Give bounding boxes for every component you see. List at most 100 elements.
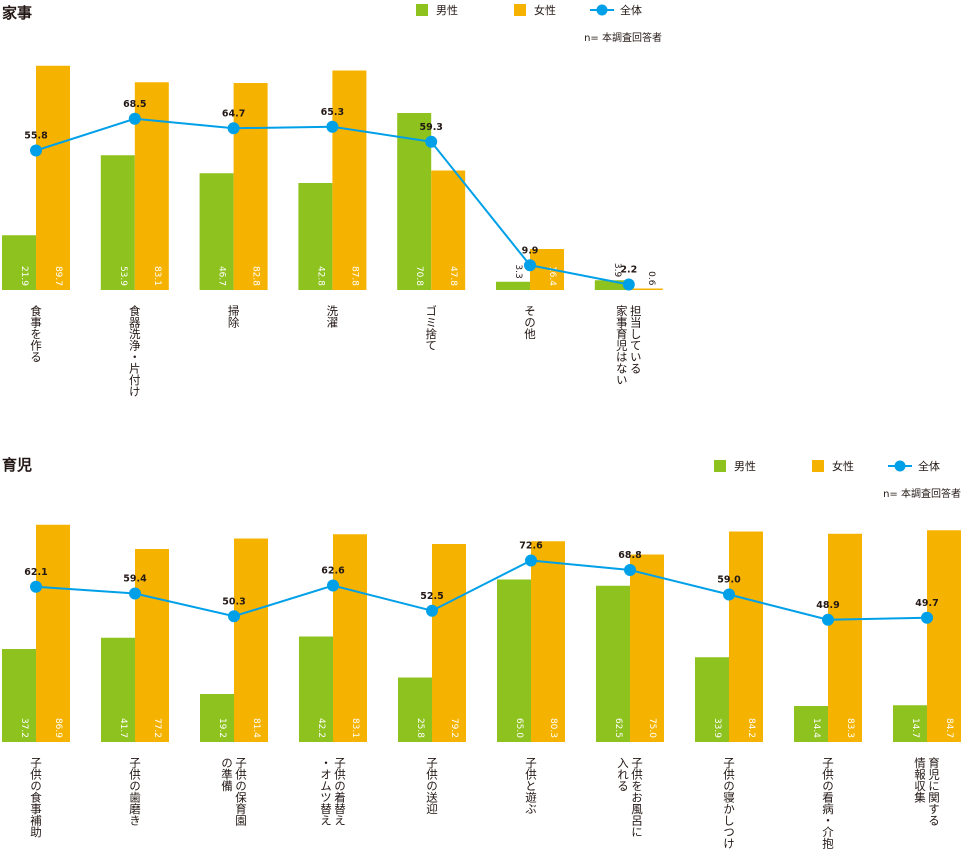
male-bar: [299, 636, 333, 742]
female-value-label: 84.2: [746, 718, 756, 738]
female-bar: [828, 533, 862, 742]
total-value-label: 9.9: [522, 245, 539, 256]
male-bar: [298, 183, 333, 290]
total-value-label: 59.0: [717, 575, 741, 586]
total-value-label: 68.8: [618, 550, 642, 561]
female-value-label: 84.7: [944, 718, 954, 738]
male-value-label: 53.9: [118, 266, 128, 286]
male-value-label: 25.8: [415, 718, 425, 738]
female-value-label: 79.2: [449, 718, 459, 738]
category-label: 子供の看病・介抱: [821, 757, 835, 850]
total-point: [227, 122, 240, 135]
male-value-label: 65.0: [514, 718, 524, 738]
total-point: [524, 259, 536, 272]
female-value-label: 83.1: [350, 718, 360, 738]
female-bar: [333, 534, 367, 742]
total-point: [624, 564, 636, 576]
male-bar: [695, 657, 729, 742]
legend-item: 女性: [812, 459, 854, 473]
female-value-label: 0.6: [646, 271, 656, 286]
total-value-label: 72.6: [519, 541, 543, 552]
legend-item: 全体: [888, 459, 940, 473]
category-label: の準備: [220, 757, 234, 792]
male-bar: [101, 637, 135, 742]
female-value-label: 83.3: [845, 718, 855, 738]
female-bar: [234, 538, 268, 742]
legend-item: 女性: [514, 3, 556, 17]
total-value-label: 59.4: [123, 574, 147, 585]
female-bar: [36, 65, 70, 290]
male-value-label: 21.9: [19, 266, 29, 286]
female-value-label: 16.4: [547, 266, 557, 286]
category-label: 子供の着替え: [333, 757, 347, 826]
total-value-label: 59.3: [419, 122, 442, 133]
chart-1: 家事 男性 女性 全体 n= 本調査回答者 21.9 89.7 食事を作る 53.9 83.1 食器…: [2, 3, 663, 397]
total-point: [425, 135, 438, 148]
total-point: [30, 144, 42, 157]
female-value-label: 81.4: [251, 718, 261, 738]
legend-label: 全体: [918, 459, 940, 473]
male-value-label: 42.8: [315, 266, 325, 286]
female-bar: [432, 544, 466, 742]
female-bar: [332, 70, 367, 290]
legend-marker: [596, 4, 608, 16]
female-bar: [531, 541, 565, 742]
total-point: [723, 588, 735, 601]
male-bar: [794, 706, 828, 742]
category-label: 食事を作る: [29, 304, 43, 362]
male-value-label: 33.9: [712, 718, 722, 738]
total-point: [326, 120, 339, 133]
female-bar: [233, 83, 268, 290]
male-value-label: 3.3: [513, 264, 523, 278]
legend-marker: [894, 460, 906, 472]
total-point: [228, 610, 240, 623]
female-value-label: 75.0: [647, 718, 657, 738]
total-value-label: 62.1: [24, 567, 47, 578]
male-bar: [199, 173, 234, 290]
male-bar: [496, 281, 530, 290]
legend-swatch: [714, 460, 726, 472]
female-bar: [927, 530, 961, 742]
male-value-label: 70.8: [414, 266, 424, 286]
total-point: [129, 587, 141, 600]
female-bar: [628, 288, 663, 290]
male-value-label: 42.2: [316, 718, 326, 738]
legend-label: 女性: [534, 3, 556, 17]
total-value-label: 64.7: [222, 108, 245, 119]
total-point: [822, 613, 834, 626]
category-label: 育児に関する: [927, 756, 941, 826]
total-value-label: 49.7: [915, 598, 938, 609]
category-label: 食器洗浄・片付け: [128, 304, 142, 397]
female-value-label: 83.1: [152, 266, 162, 286]
legend-item: 男性: [714, 459, 756, 473]
category-label: 家事育児はない: [615, 304, 629, 385]
chart-title: 育児: [2, 456, 32, 474]
category-label: 子供をお風呂に: [630, 757, 644, 838]
category-label: 担当している: [629, 304, 643, 374]
legend-label: 全体: [620, 3, 642, 17]
male-value-label: 62.5: [613, 718, 623, 738]
total-point: [426, 604, 438, 617]
total-value-label: 65.3: [321, 107, 344, 118]
female-bar: [134, 82, 169, 290]
male-bar: [596, 585, 630, 742]
category-label: 子供の寝かしつけ: [722, 757, 736, 849]
chart-title: 家事: [2, 4, 32, 22]
category-label: 子供の保育園: [234, 757, 248, 827]
female-value-label: 47.8: [448, 266, 458, 286]
female-value-label: 77.2: [152, 718, 162, 738]
male-bar: [497, 579, 531, 742]
category-label: 子供と遊ぶ: [524, 757, 538, 815]
male-bar: [200, 694, 234, 742]
legend-swatch: [416, 4, 428, 16]
total-value-label: 62.6: [321, 566, 345, 577]
legend-item: 全体: [590, 3, 642, 17]
male-bar: [594, 280, 629, 290]
total-value-label: 55.8: [24, 131, 48, 142]
sample-note: n= 本調査回答者: [584, 31, 662, 44]
male-value-label: 14.7: [910, 718, 920, 738]
total-value-label: 68.5: [123, 99, 146, 110]
male-value-label: 37.2: [19, 718, 29, 738]
category-label: 洗濯: [325, 305, 339, 329]
male-bar: [100, 155, 135, 290]
